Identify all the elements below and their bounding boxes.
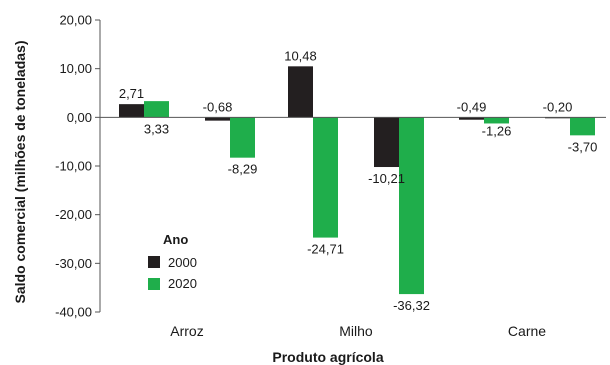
- bar-milho-2020: [313, 117, 338, 238]
- y-tick-label: -30,00: [55, 256, 92, 271]
- bar-arroz-2020: [144, 101, 169, 118]
- data-label: -0,20: [543, 99, 573, 114]
- bar-milho-2000: [288, 66, 313, 118]
- data-labels: 2,71 3,33 -0,68 -8,29 10,48 -24,71 -10,21 -36,3…: [119, 48, 597, 313]
- bar-arroz-2000: [205, 117, 230, 121]
- legend-swatch-2000: [148, 256, 160, 268]
- data-label: -36,32: [393, 298, 430, 313]
- x-category-label: Arroz: [170, 323, 203, 339]
- legend-label-2000: 2000: [168, 255, 197, 270]
- data-label: 3,33: [144, 121, 169, 136]
- bars: [119, 66, 595, 295]
- y-axis: 20,00 10,00 0,00 -10,00 -20,00 -30,00 -40,00: [55, 13, 101, 320]
- bar-carne-2000: [459, 117, 484, 120]
- data-label: 10,48: [284, 48, 317, 63]
- x-category-label: Carne: [508, 323, 546, 339]
- data-label: -0,68: [203, 99, 233, 114]
- x-axis: Arroz Milho Carne: [100, 116, 606, 339]
- bar-milho-2000: [374, 117, 399, 168]
- data-label: 2,71: [119, 86, 144, 101]
- data-label: -1,26: [482, 123, 512, 138]
- x-category-label: Milho: [339, 323, 373, 339]
- data-label: -24,71: [307, 242, 344, 257]
- y-tick-label: -20,00: [55, 207, 92, 222]
- legend-swatch-2020: [148, 278, 160, 290]
- legend: Ano 2000 2020: [148, 232, 197, 291]
- y-axis-title: Saldo comercial (milhões de toneladas): [12, 41, 28, 304]
- bar-arroz-2020: [230, 117, 255, 158]
- y-tick-label: 0,00: [67, 110, 92, 125]
- y-tick-label: -40,00: [55, 305, 92, 320]
- data-label: -3,70: [568, 139, 598, 154]
- legend-label-2020: 2020: [168, 276, 197, 291]
- y-tick-label: -10,00: [55, 159, 92, 174]
- bar-milho-2020: [399, 117, 424, 295]
- data-label: -0,49: [457, 99, 487, 114]
- data-label: -10,21: [368, 171, 405, 186]
- y-tick-label: 20,00: [59, 13, 92, 28]
- data-label: -8,29: [228, 162, 258, 177]
- y-tick-label: 10,00: [59, 61, 92, 76]
- legend-title: Ano: [163, 232, 188, 247]
- bar-carne-2020: [484, 117, 509, 124]
- bar-carne-2020: [570, 117, 595, 136]
- x-axis-title: Produto agrícola: [272, 349, 383, 365]
- bar-arroz-2000: [119, 104, 144, 118]
